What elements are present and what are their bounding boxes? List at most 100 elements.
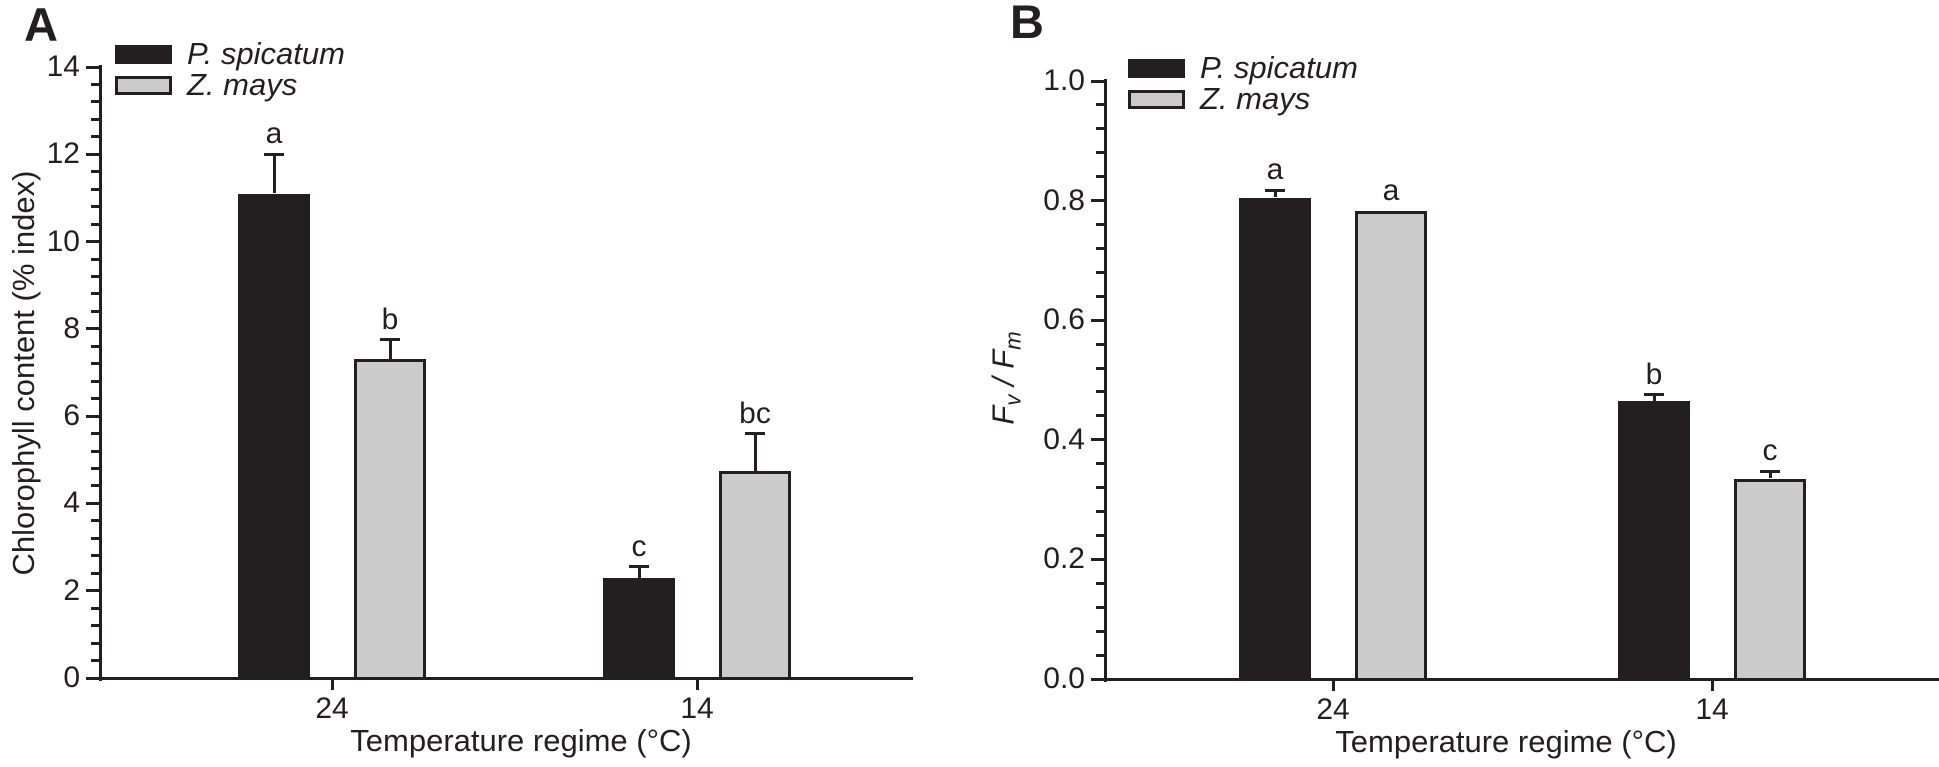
y-tick-label: 0.0 [1043,662,1085,695]
y-tick-label: 4 [63,486,80,519]
y-minor-tick [1096,271,1104,274]
sig-letter: a [1266,153,1284,186]
error-bar-line [1653,395,1656,401]
x-tick [1332,681,1335,691]
error-bar-cap [380,338,400,341]
y-major-tick [1091,678,1104,681]
y-tick-label: 1.0 [1043,64,1085,97]
y-minor-tick [91,432,99,435]
y-axis-line [99,65,102,681]
bar-p-spicatum [238,194,310,678]
y-minor-tick [91,467,99,470]
panel-a-label: A [24,0,58,51]
y-minor-tick [91,572,99,575]
x-tick-label: 14 [1695,693,1729,726]
legend-b-label-z-mays: Z. mays [1200,81,1311,116]
legend-a-label-z-mays: Z. mays [187,67,298,102]
y-title-subscript: v [1000,394,1026,406]
x-tick [331,680,334,690]
y-major-tick [86,589,99,592]
error-bar-cap [1265,189,1285,192]
legend-b-swatch-z-mays [1128,89,1185,109]
panel-b-label: B [1010,0,1044,48]
y-title-segment: F [985,405,1021,425]
y-major-tick [86,153,99,156]
y-major-tick [86,66,99,69]
y-tick-label: 8 [63,312,80,345]
y-major-tick [1091,558,1104,561]
y-minor-tick [1096,630,1104,633]
y-tick-label: 14 [46,50,80,83]
legend-b-label-p-spicatum: P. spicatum [1200,50,1358,85]
y-minor-tick [1096,127,1104,130]
bar-z-mays [719,471,791,678]
y-minor-tick [91,554,99,557]
y-minor-tick [91,292,99,295]
sig-letter: b [1645,358,1663,391]
x-tick-label: 24 [1316,693,1350,726]
bar-z-mays [1355,211,1427,679]
y-minor-tick [91,397,99,400]
y-minor-tick [91,624,99,627]
y-minor-tick [91,484,99,487]
y-minor-tick [91,310,99,313]
y-minor-tick [91,258,99,261]
bar-p-spicatum [603,578,675,678]
sig-letter: bc [739,397,771,430]
y-tick-label: 0.6 [1043,303,1085,336]
y-minor-tick [1096,223,1104,226]
y-major-tick [1091,319,1104,322]
legend-b-row-p-spicatum: P. spicatum [1128,52,1358,84]
y-minor-tick [91,362,99,365]
y-major-tick [86,240,99,243]
x-axis-line [99,677,913,680]
error-bar-line [389,340,392,360]
x-axis-line [1104,678,1939,681]
panel-b-x-axis-title: Temperature regime (°C) [1335,724,1677,759]
bar-p-spicatum [1239,198,1311,679]
panel-a-x-axis-title: Temperature regime (°C) [350,723,692,758]
y-tick-label: 12 [46,137,80,170]
y-minor-tick [91,170,99,173]
y-tick-label: 0.8 [1043,184,1085,217]
error-bar-line [273,154,276,193]
error-bar-line [1274,190,1277,197]
y-minor-tick [1096,510,1104,513]
error-bar-cap [264,153,284,156]
error-bar-cap [1644,393,1664,396]
legend-b-swatch-p-spicatum [1128,58,1185,78]
y-minor-tick [1096,151,1104,154]
y-minor-tick [91,659,99,662]
y-axis-line [1104,79,1107,682]
y-minor-tick [91,205,99,208]
y-minor-tick [1096,343,1104,346]
error-bar-line [754,434,757,471]
y-minor-tick [91,642,99,645]
y-tick-label: 6 [63,399,80,432]
error-bar-cap [1760,470,1780,473]
legend-a-swatch-z-mays [115,75,172,95]
y-minor-tick [91,450,99,453]
bar-z-mays [1734,479,1806,679]
y-minor-tick [1096,534,1104,537]
y-major-tick [1091,199,1104,202]
x-tick-label: 14 [680,692,714,725]
y-minor-tick [1096,654,1104,657]
error-bar-cap [629,565,649,568]
sig-letter: c [631,530,647,563]
y-major-tick [1091,80,1104,83]
legend-a-row-z-mays: Z. mays [115,69,297,101]
y-tick-label: 0.4 [1043,423,1085,456]
x-tick-label: 24 [315,692,349,725]
y-minor-tick [1096,582,1104,585]
y-major-tick [86,502,99,505]
y-minor-tick [1096,175,1104,178]
y-minor-tick [1096,390,1104,393]
x-tick [1711,681,1714,691]
y-tick-label: 2 [63,574,80,607]
y-minor-tick [91,380,99,383]
y-minor-tick [91,345,99,348]
y-major-tick [86,415,99,418]
y-minor-tick [91,223,99,226]
